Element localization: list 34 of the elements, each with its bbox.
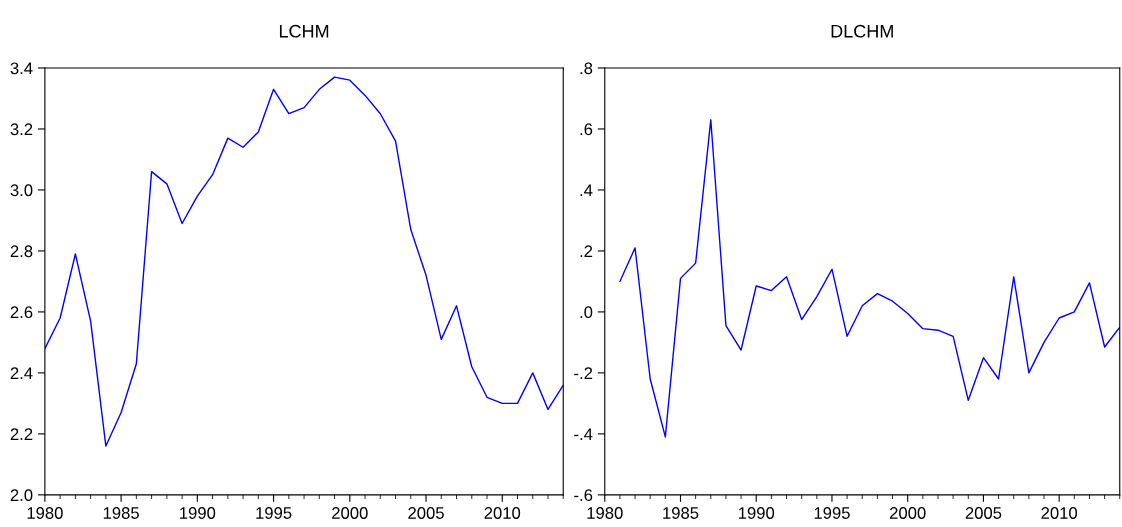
y-tick-label: 2.4 [10, 367, 33, 379]
y-tick-label: .4 [580, 184, 593, 196]
x-tick-label: 2010 [1041, 507, 1078, 519]
chart-title: DLCHM [831, 24, 893, 38]
x-tick-label: 1985 [103, 507, 139, 519]
y-tick-label: 3.2 [10, 123, 33, 136]
y-tick-label: .8 [580, 62, 593, 75]
y-tick-label: 2.6 [10, 306, 33, 319]
y-tick-label: .0 [580, 306, 593, 319]
y-tick-label: -.2 [574, 367, 593, 379]
x-tick-label: 1990 [738, 507, 775, 519]
line-series [44, 76, 564, 447]
x-tick-label: 1980 [587, 507, 623, 519]
x-tick-label: 1990 [180, 507, 216, 519]
y-tick-label: -.6 [574, 489, 593, 502]
x-tick-label: 2000 [332, 507, 368, 519]
y-tick-label: .2 [580, 245, 593, 257]
y-tick-label: -.4 [574, 428, 593, 440]
x-tick-label: 1980 [27, 507, 63, 519]
y-tick-label: 2.2 [10, 428, 33, 440]
x-tick-label: 2000 [890, 507, 926, 519]
x-tick-label: 1995 [814, 507, 850, 519]
y-tick-label: 2.8 [10, 245, 33, 258]
x-tick-label: 2010 [484, 507, 521, 519]
x-tick-label: 2005 [965, 507, 1002, 519]
y-tick-label: 3.4 [10, 62, 33, 75]
y-tick-label: .6 [580, 123, 593, 136]
x-tick-label: 2005 [408, 507, 444, 519]
x-tick-label: 1995 [256, 507, 292, 519]
y-tick-label: 2.0 [10, 489, 33, 502]
x-tick-label: 1985 [663, 507, 699, 519]
y-tick-label: 3.0 [10, 184, 33, 197]
line-series [619, 119, 1120, 438]
chart-title: LCHM [279, 24, 329, 38]
